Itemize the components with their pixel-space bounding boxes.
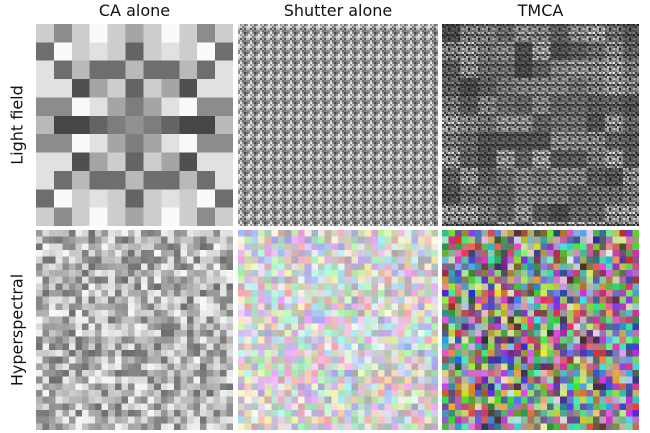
panel-hyperspectral-ca-alone bbox=[36, 230, 233, 430]
panel-hyperspectral-tmca bbox=[442, 230, 639, 430]
column-label-shutter-alone: Shutter alone bbox=[283, 1, 393, 20]
row-label-light-field: Light field bbox=[7, 85, 27, 165]
panel-hyperspectral-shutter-alone bbox=[238, 230, 438, 430]
column-label-ca-alone: CA alone bbox=[98, 1, 171, 20]
panel-light-field-tmca bbox=[442, 24, 639, 226]
mask-image-light-field-tmca bbox=[442, 24, 639, 226]
panel-light-field-shutter-alone bbox=[238, 24, 438, 226]
mask-image-light-field-ca-alone bbox=[36, 24, 233, 226]
mask-image-hyperspectral-ca-alone bbox=[36, 230, 233, 430]
panel-light-field-ca-alone bbox=[36, 24, 233, 226]
mask-image-hyperspectral-tmca bbox=[442, 230, 639, 430]
row-label-hyperspectral: Hyperspectral bbox=[7, 273, 27, 387]
mask-image-hyperspectral-shutter-alone bbox=[238, 230, 438, 430]
mask-image-light-field-shutter-alone bbox=[238, 24, 438, 226]
column-label-tmca: TMCA bbox=[517, 1, 564, 20]
